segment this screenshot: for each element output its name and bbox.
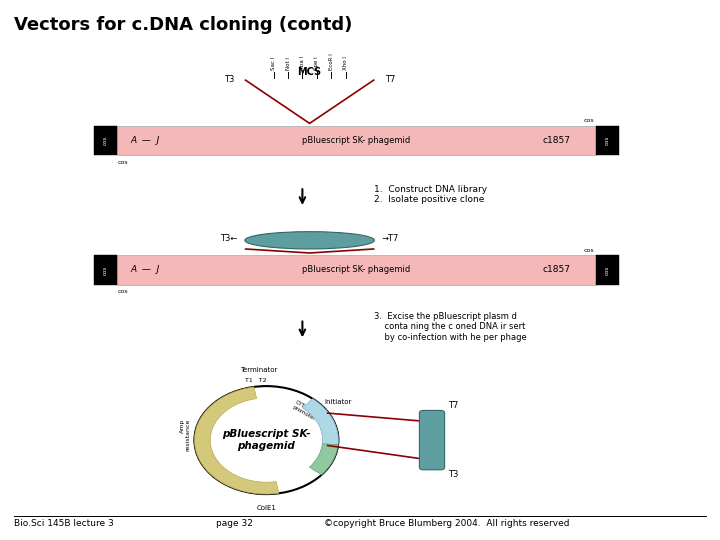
FancyBboxPatch shape (419, 410, 445, 470)
Text: 3.  Excise the pBluescript plasm d
    conta ning the c oned DNA ir sert
    by : 3. Excise the pBluescript plasm d conta … (374, 312, 527, 342)
Text: A  —  J: A — J (131, 136, 160, 145)
Text: pBluescript SK-
phagemid: pBluescript SK- phagemid (222, 429, 310, 451)
Text: Terminator: Terminator (240, 367, 278, 373)
FancyBboxPatch shape (117, 255, 596, 285)
Text: Amp
resistance: Amp resistance (180, 418, 191, 451)
Text: T3: T3 (224, 75, 234, 84)
Text: cos: cos (584, 118, 595, 124)
Text: T3: T3 (448, 470, 459, 479)
FancyBboxPatch shape (94, 125, 117, 156)
Text: T3←: T3← (220, 234, 238, 243)
Text: page 32: page 32 (216, 519, 253, 528)
Text: A  —  J: A — J (131, 266, 160, 274)
Text: Spe I: Spe I (315, 57, 319, 71)
Text: cos: cos (118, 289, 129, 294)
FancyBboxPatch shape (596, 125, 619, 156)
Text: Xho I: Xho I (343, 57, 348, 71)
Ellipse shape (245, 232, 374, 249)
Wedge shape (302, 399, 338, 445)
Text: T7: T7 (385, 75, 395, 84)
Text: pBluescript SK- phagemid: pBluescript SK- phagemid (302, 136, 410, 145)
Text: Not I: Not I (286, 57, 290, 71)
Text: Initiator: Initiator (324, 399, 351, 406)
Text: cos: cos (103, 136, 107, 145)
Text: Bio.Sci 145B lecture 3: Bio.Sci 145B lecture 3 (14, 519, 114, 528)
Text: cos: cos (103, 265, 107, 275)
Text: c1857: c1857 (543, 266, 570, 274)
Text: cos: cos (584, 248, 595, 253)
Text: Xba I: Xba I (300, 56, 305, 71)
Text: MCS: MCS (297, 67, 322, 77)
Wedge shape (194, 387, 279, 494)
Text: ©copyright Bruce Blumberg 2004.  All rights reserved: ©copyright Bruce Blumberg 2004. All righ… (324, 519, 570, 528)
Text: cos: cos (606, 265, 610, 275)
Text: cos: cos (606, 136, 610, 145)
Text: →T7: →T7 (382, 234, 399, 243)
Text: Sac I: Sac I (271, 57, 276, 71)
Text: CYT
promoter: CYT promoter (292, 399, 319, 422)
Text: cos: cos (118, 160, 129, 165)
Text: EcoR I: EcoR I (329, 53, 333, 71)
FancyBboxPatch shape (94, 255, 117, 285)
Text: pBluescript SK- phagemid: pBluescript SK- phagemid (302, 266, 410, 274)
FancyBboxPatch shape (596, 255, 619, 285)
Text: 1.  Construct DNA library
2.  Isolate positive clone: 1. Construct DNA library 2. Isolate posi… (374, 185, 487, 204)
Text: ColE1: ColE1 (256, 505, 276, 511)
Text: T7: T7 (448, 401, 459, 410)
Text: c1857: c1857 (543, 136, 570, 145)
Wedge shape (310, 444, 338, 475)
Text: T1   T2: T1 T2 (245, 379, 266, 383)
Text: Vectors for c.DNA cloning (contd): Vectors for c.DNA cloning (contd) (14, 16, 353, 34)
FancyBboxPatch shape (117, 125, 596, 156)
